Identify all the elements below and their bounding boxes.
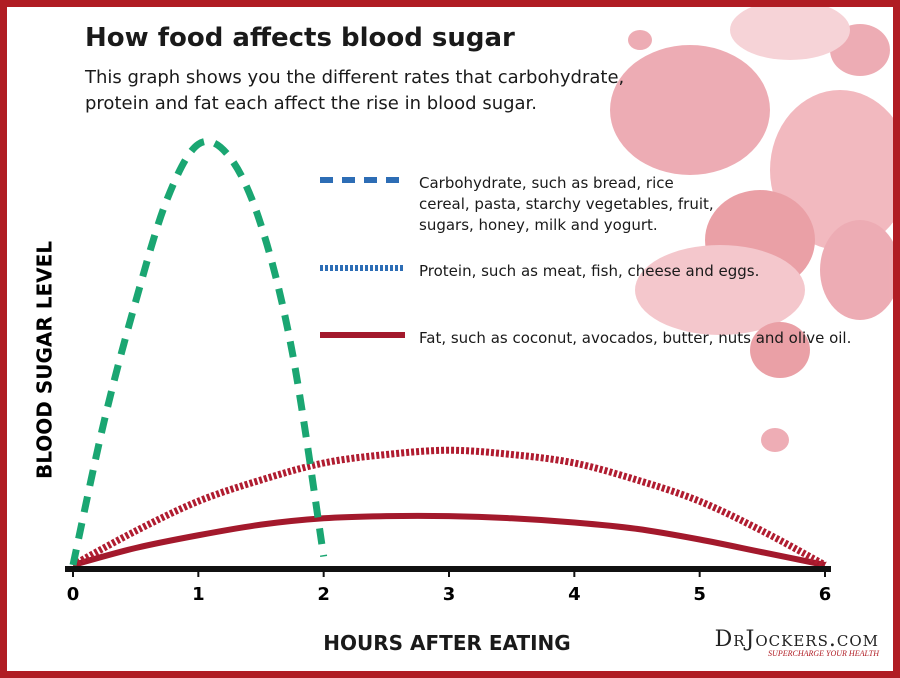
- x-tick-label: 6: [819, 584, 832, 605]
- title: How food affects blood sugar: [85, 23, 515, 53]
- brand-name: DrJockers.com: [714, 627, 879, 652]
- x-tick-label: 2: [317, 584, 330, 605]
- subtitle: This graph shows you the different rates…: [85, 67, 625, 114]
- chart: BLOOD SUGAR LEVEL 0 1 2 3 4 5 6: [33, 7, 893, 605]
- legend-entry: Protein, such as meat, fish, cheese and …: [419, 262, 760, 280]
- x-tick-label: 5: [693, 584, 706, 605]
- legend-entry: Fat, such as coconut, avocados, butter, …: [419, 329, 852, 347]
- y-axis-label: BLOOD SUGAR LEVEL: [33, 241, 57, 479]
- brand-tagline: SUPERCHARGE YOUR HEALTH: [768, 649, 879, 658]
- series-line: [71, 446, 827, 569]
- background-cells: [610, 7, 893, 452]
- logo: DrJockers.com SUPERCHARGE YOUR HEALTH: [715, 627, 879, 658]
- x-tick-label: 1: [192, 584, 205, 605]
- x-tick-label: 3: [443, 584, 456, 605]
- x-tick-label: 4: [568, 584, 581, 605]
- legend-entry: Carbohydrate, such as bread, rice cereal…: [419, 174, 714, 234]
- series-line: [69, 137, 328, 566]
- x-axis-label: HOURS AFTER EATING: [323, 631, 571, 655]
- series-line: [72, 512, 826, 568]
- x-tick-label: 0: [67, 584, 80, 605]
